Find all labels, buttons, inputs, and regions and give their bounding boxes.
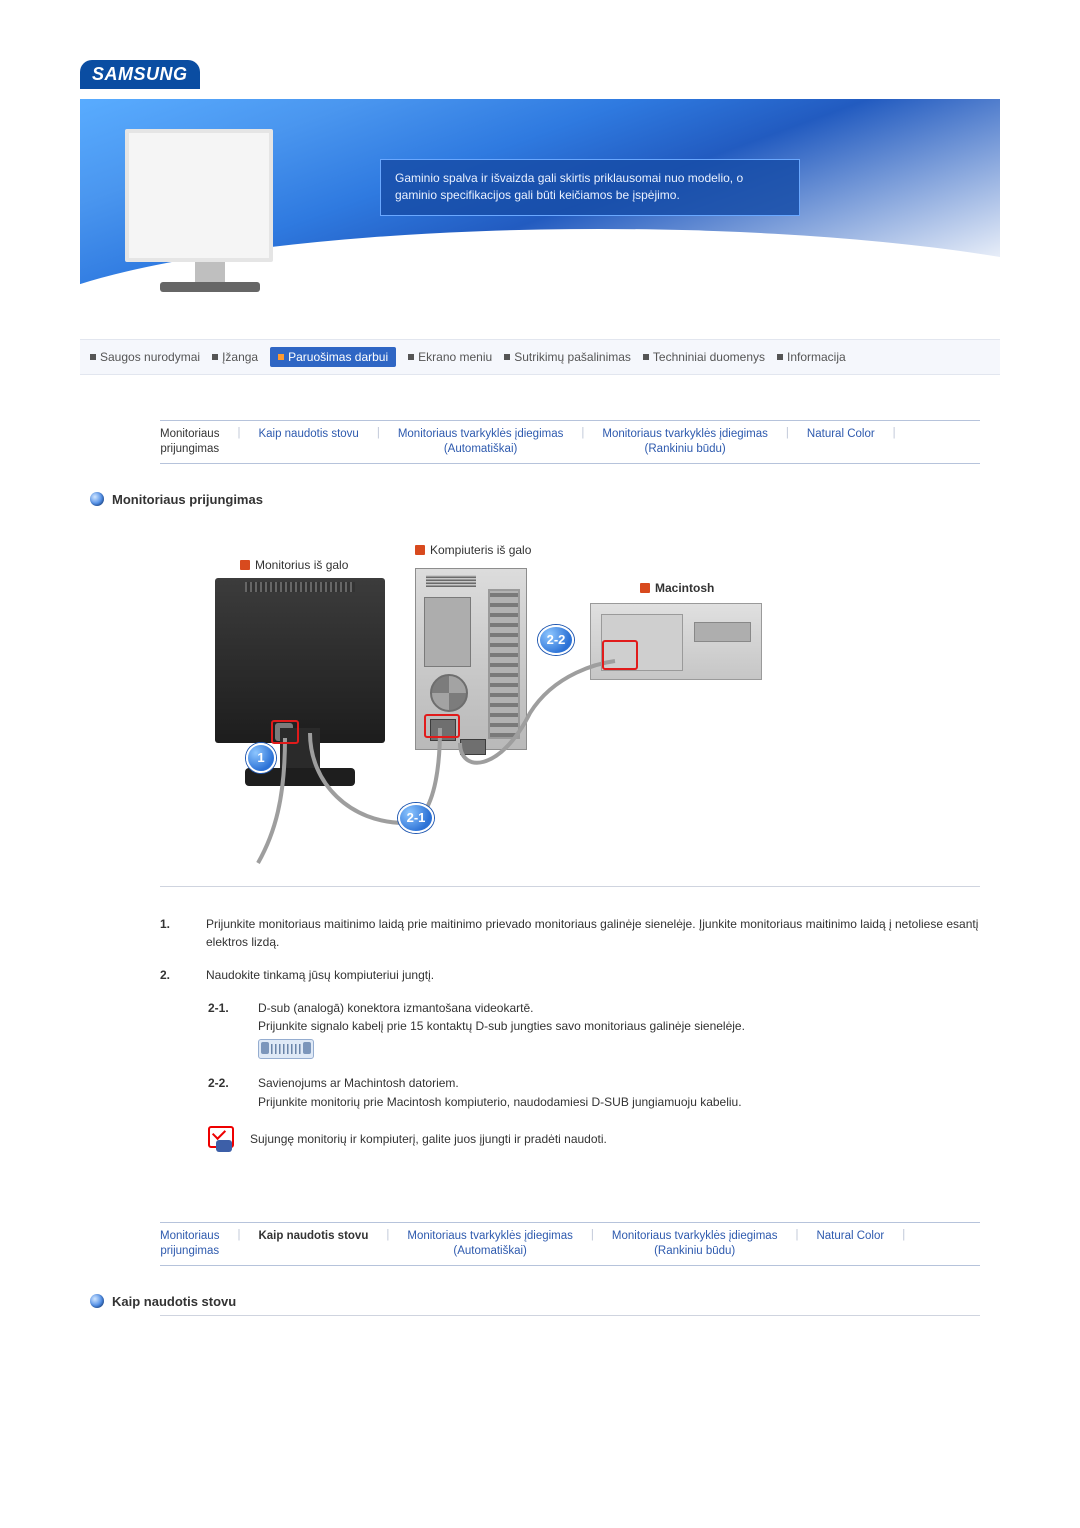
hero-disclaimer: Gaminio spalva ir išvaizda gali skirtis … [380, 159, 800, 216]
instruction-2-2: 2-2. Savienojums ar Machintosh datoriem.… [208, 1074, 980, 1111]
badge-1: 1 [246, 743, 276, 773]
instruction-2: 2. Naudokite tinkamą jūsų kompiuteriui j… [160, 966, 980, 985]
subnav2-driver-auto[interactable]: Monitoriaus tvarkyklės įdiegimas (Automa… [407, 1229, 573, 1259]
monitor-back-illustration [215, 578, 385, 743]
section-bullet-icon [90, 492, 104, 506]
instruction-2-1: 2-1. D-sub (analogā) konektora izmantoša… [208, 999, 980, 1065]
section-title-stand: Kaip naudotis stovu [90, 1294, 980, 1309]
nav-setup[interactable]: Paruošimas darbui [270, 347, 396, 367]
subnav2-stand[interactable]: Kaip naudotis stovu [258, 1229, 368, 1244]
nav-specs[interactable]: Techniniai duomenys [643, 350, 765, 364]
pc-tower-illustration [415, 568, 527, 750]
mac-illustration [590, 603, 762, 680]
hero-banner: Gaminio spalva ir išvaizda gali skirtis … [80, 99, 1000, 339]
subnav2-connect[interactable]: Monitoriaus prijungimas [160, 1229, 219, 1259]
subnav-natural-color[interactable]: Natural Color [807, 427, 875, 442]
connection-diagram: Monitorius iš galo Kompiuteris iš galo M… [160, 533, 800, 868]
top-navigation: Saugos nurodymai Įžanga Paruošimas darbu… [80, 339, 1000, 375]
nav-info[interactable]: Informacija [777, 350, 846, 364]
nav-safety[interactable]: Saugos nurodymai [90, 350, 200, 364]
sub-navigation-1: Monitoriaus prijungimas | Kaip naudotis … [160, 420, 980, 464]
nav-intro[interactable]: Įžanga [212, 350, 258, 364]
subnav-connect[interactable]: Monitoriaus prijungimas [160, 427, 219, 457]
subnav-driver-manual[interactable]: Monitoriaus tvarkyklės įdiegimas (Rankin… [602, 427, 768, 457]
section-title-connect: Monitoriaus prijungimas [90, 492, 980, 507]
subnav2-driver-manual[interactable]: Monitoriaus tvarkyklės įdiegimas (Rankin… [612, 1229, 778, 1259]
hero-monitor-illustration [125, 129, 295, 314]
label-monitor-back: Monitorius iš galo [240, 558, 348, 572]
instruction-1: 1. Prijunkite monitoriaus maitinimo laid… [160, 915, 980, 952]
dsub-connector-icon [258, 1039, 314, 1059]
badge-2-2: 2-2 [538, 625, 574, 655]
note-icon [208, 1126, 234, 1152]
label-computer-back: Kompiuteris iš galo [415, 543, 531, 557]
subnav-driver-auto[interactable]: Monitoriaus tvarkyklės įdiegimas (Automa… [398, 427, 564, 457]
subnav-stand[interactable]: Kaip naudotis stovu [258, 427, 358, 442]
instructions-list: 1. Prijunkite monitoriaus maitinimo laid… [160, 915, 980, 1152]
nav-troubleshoot[interactable]: Sutrikimų pašalinimas [504, 350, 631, 364]
note-row: Sujungę monitorių ir kompiuterį, galite … [208, 1126, 980, 1152]
sub-navigation-2: Monitoriaus prijungimas | Kaip naudotis … [160, 1222, 980, 1266]
section-bullet-icon-2 [90, 1294, 104, 1308]
nav-osd[interactable]: Ekrano meniu [408, 350, 492, 364]
subnav2-natural-color[interactable]: Natural Color [816, 1229, 884, 1244]
label-macintosh: Macintosh [640, 581, 714, 595]
badge-2-1: 2-1 [398, 803, 434, 833]
brand-logo: SAMSUNG [80, 60, 200, 89]
